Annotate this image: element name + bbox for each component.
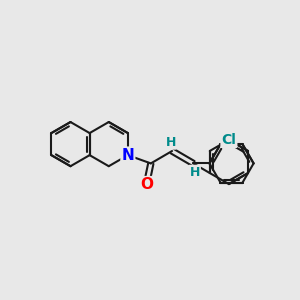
Text: N: N [122,148,134,163]
Text: H: H [190,166,200,179]
Text: Cl: Cl [221,133,236,147]
Text: H: H [165,136,176,149]
Text: O: O [140,177,153,192]
